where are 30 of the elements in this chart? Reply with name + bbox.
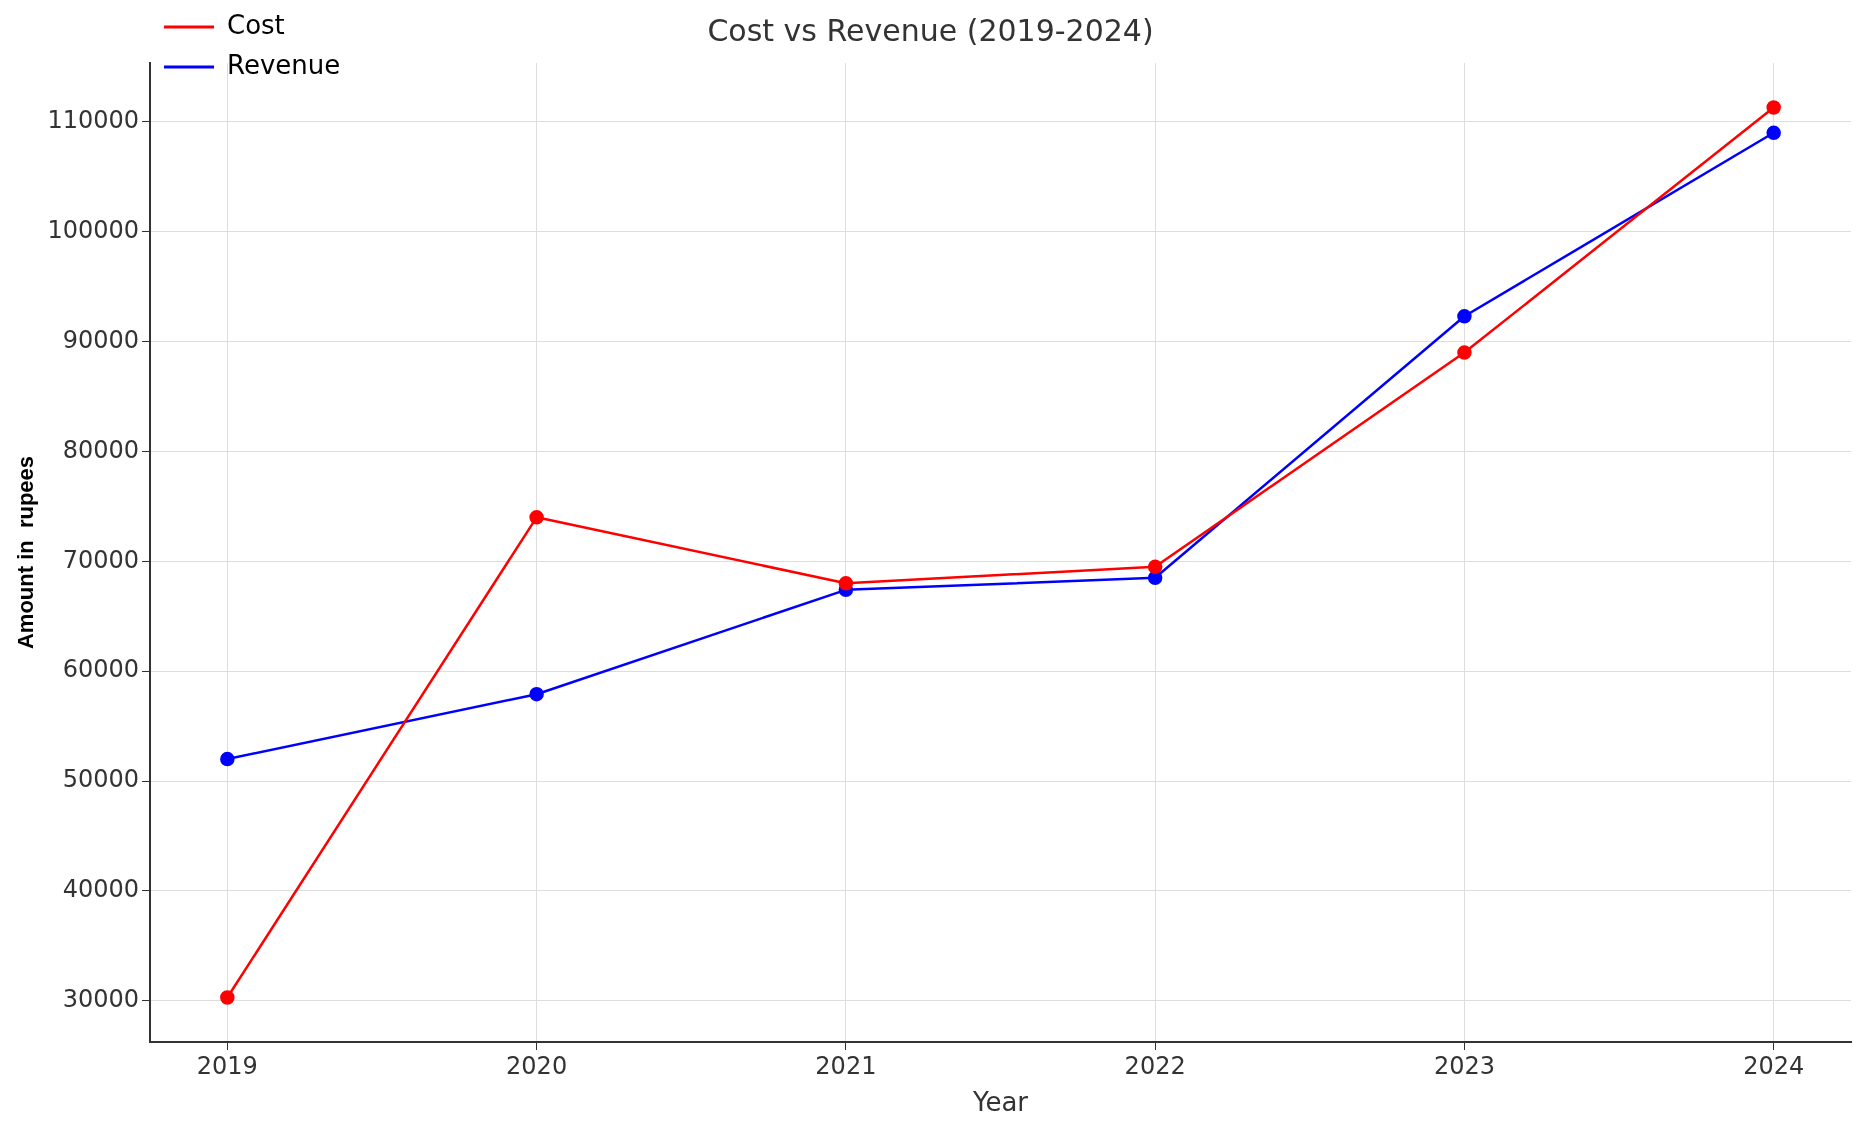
point (1766, 125, 1781, 141)
point (838, 576, 854, 591)
y-tick-label: 90000 (62, 325, 140, 354)
point (220, 751, 235, 767)
x-tick-label: 2023 (1433, 1051, 1495, 1080)
y-tick-label: 50000 (62, 765, 140, 794)
legend-label: Cost (227, 9, 285, 40)
y-tick-label: 30000 (62, 985, 140, 1014)
x-tick-label: 2021 (815, 1051, 877, 1080)
y-tick-label: 40000 (62, 875, 140, 904)
legend-label: Revenue (227, 49, 341, 80)
y-axis-title: Amount in rupees (13, 455, 39, 650)
point (220, 990, 235, 1005)
chart-title: Cost vs Revenue (2019-2024) (707, 12, 1154, 48)
x-tick-label: 2024 (1743, 1051, 1805, 1080)
point (1766, 100, 1781, 115)
point (529, 686, 544, 702)
y-tick-label: 80000 (62, 435, 140, 464)
point (529, 510, 544, 525)
x-tick-label: 2020 (506, 1051, 568, 1080)
y-tick-label: 60000 (62, 655, 140, 684)
point (1147, 559, 1163, 575)
x-tick-label: 2022 (1124, 1051, 1186, 1080)
x-tick-label: 2019 (196, 1051, 258, 1080)
y-tick-label: 70000 (62, 545, 140, 574)
point (1457, 309, 1472, 324)
x-axis-title: Year (971, 1087, 1029, 1118)
y-tick-label: 100000 (47, 215, 140, 244)
y-tick-label: 110000 (47, 106, 140, 135)
point (1457, 345, 1472, 360)
